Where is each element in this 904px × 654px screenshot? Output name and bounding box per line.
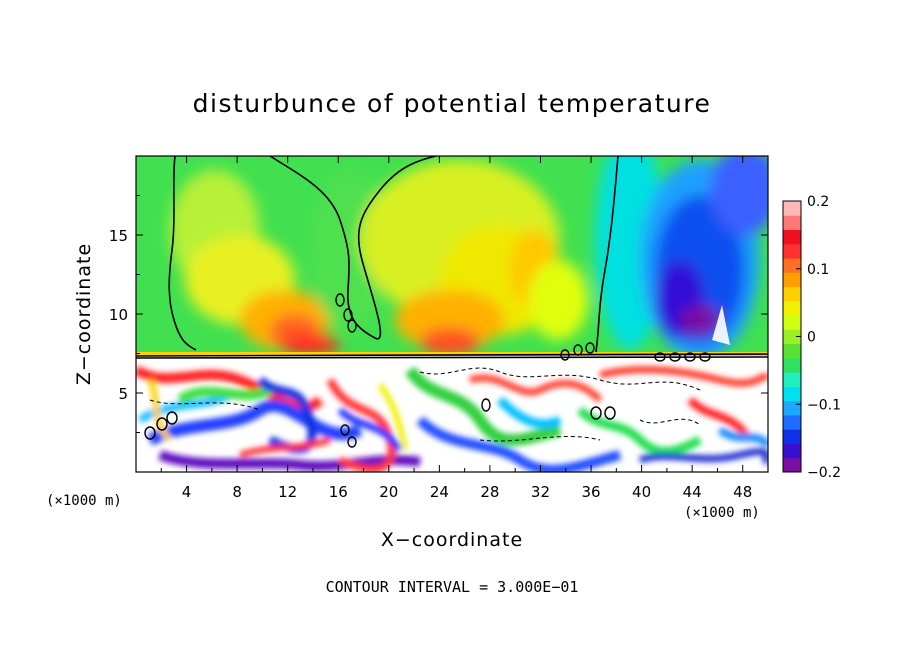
colorbar-swatch <box>783 315 801 330</box>
colorbar-swatch <box>783 372 801 387</box>
x-axis-label: X−coordinate <box>381 529 523 551</box>
contour-interval-note: CONTOUR INTERVAL = 3.000E−01 <box>326 578 579 596</box>
x-tick-label: 12 <box>278 483 297 501</box>
colorbar-swatch <box>783 243 801 259</box>
y-tick-label: 15 <box>109 227 128 245</box>
colorbar-swatch <box>783 215 801 231</box>
y-axis-label: Z−coordinate <box>73 243 95 385</box>
x-tick-label: 36 <box>581 483 600 501</box>
colorbar-swatch <box>783 414 801 430</box>
y-tick-label: 10 <box>109 306 128 324</box>
x-axis-ticks: 4 8 12 16 20 24 28 32 36 40 44 48 <box>160 156 752 501</box>
x-tick-label: 20 <box>379 483 398 501</box>
colorbar-tick-label: −0.2 <box>807 465 841 481</box>
x-tick-label: 44 <box>683 483 702 501</box>
x-tick-label: 28 <box>480 483 499 501</box>
x-unit-right: (×1000 m) <box>684 505 760 521</box>
heatmap-field <box>136 156 768 472</box>
colorbar-swatch <box>783 300 801 316</box>
colorbar-swatch <box>783 201 801 216</box>
colorbar-swatch <box>783 272 801 288</box>
x-tick-label: 8 <box>232 483 242 501</box>
x-tick-label: 16 <box>329 483 348 501</box>
colorbar-tick-label: −0.1 <box>807 397 841 413</box>
x-tick-label: 24 <box>430 483 449 501</box>
colorbar-swatch <box>783 400 801 416</box>
colorbar-swatch <box>783 357 801 373</box>
colorbar-ticks: 0.2 0.1 0 −0.1 −0.2 <box>796 194 841 481</box>
y-axis-ticks: 5 10 15 <box>109 195 768 433</box>
x-tick-label: 40 <box>632 483 651 501</box>
colorbar-swatch <box>783 429 801 444</box>
colorbar <box>782 200 802 473</box>
colorbar-swatch <box>783 343 801 359</box>
colorbar-tick-label: 0 <box>807 330 816 346</box>
colorbar-swatch <box>783 386 801 402</box>
colorbar-tick-label: 0.2 <box>807 194 829 210</box>
x-unit-left: (×1000 m) <box>46 493 122 509</box>
colorbar-swatch <box>783 229 801 245</box>
chart-title: disturbunce of potential temperature <box>193 89 712 118</box>
x-tick-label: 4 <box>182 483 192 501</box>
colorbar-swatch <box>783 258 801 273</box>
colorbar-swatch <box>783 329 801 345</box>
colorbar-tick-label: 0.1 <box>807 262 829 278</box>
colorbar-swatch <box>783 443 801 459</box>
y-tick-label: 5 <box>118 385 128 403</box>
x-tick-label: 48 <box>733 483 752 501</box>
colorbar-swatch <box>783 457 801 473</box>
colorbar-swatch <box>783 286 801 302</box>
x-tick-label: 32 <box>531 483 550 501</box>
